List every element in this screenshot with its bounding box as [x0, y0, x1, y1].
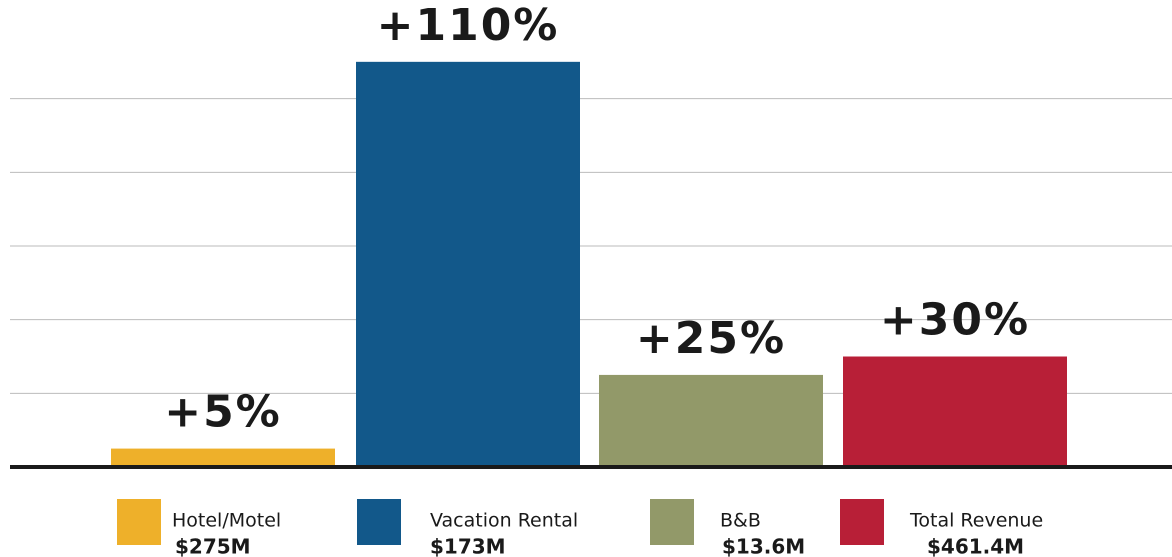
legend-swatch	[117, 499, 161, 545]
bar	[356, 61, 580, 467]
legend-label: Hotel/Motel	[172, 510, 281, 532]
legend-swatch	[357, 499, 401, 545]
legend-label: B&B	[720, 510, 761, 532]
legend-swatch	[840, 499, 884, 545]
value-label: +25%	[636, 313, 786, 364]
legend-swatch	[650, 499, 694, 545]
legend-label: Vacation Rental	[430, 510, 578, 532]
legend-value: $461.4M	[927, 535, 1024, 557]
legend-value: $173M	[430, 535, 506, 557]
legend-value: $275M	[175, 535, 251, 557]
bar	[843, 356, 1067, 467]
value-label: +110%	[377, 0, 560, 51]
value-label: +5%	[164, 387, 282, 438]
bar	[599, 374, 823, 467]
bar	[111, 448, 335, 467]
legend-label: Total Revenue	[909, 510, 1043, 532]
value-label: +30%	[880, 295, 1030, 346]
legend-value: $13.6M	[722, 535, 805, 557]
